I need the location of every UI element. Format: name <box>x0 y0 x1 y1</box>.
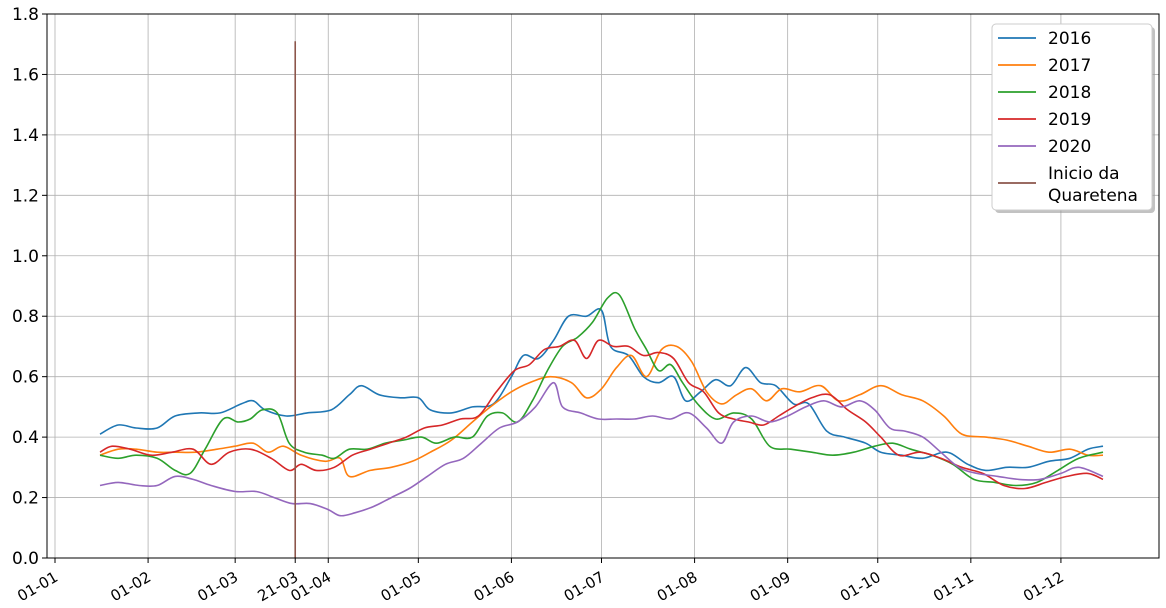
y-tick-label: 0.8 <box>12 307 39 327</box>
series-line-2020 <box>99 381 1104 517</box>
x-tick-label: 01-12 <box>1020 568 1067 605</box>
x-tick-label: 01-06 <box>471 568 518 605</box>
y-tick-label: 1.4 <box>12 126 39 146</box>
x-tick-label: 01-03 <box>194 568 241 605</box>
x-tick-label: 01-11 <box>930 568 977 605</box>
legend-label-2018: 2018 <box>1048 83 1091 103</box>
y-tick-label: 0.4 <box>12 428 39 448</box>
legend-label-quarantine: Inicio da <box>1048 164 1120 184</box>
y-tick-label: 1.0 <box>12 247 39 267</box>
x-tick-label: 01-09 <box>747 568 794 605</box>
y-tick-label: 0.6 <box>12 368 39 388</box>
x-tick-label: 01-01 <box>14 568 61 605</box>
legend-label-2019: 2019 <box>1048 110 1091 130</box>
plot-frame <box>46 13 1160 559</box>
y-tick-label: 1.2 <box>12 186 39 206</box>
y-tick-label: 1.8 <box>12 5 39 25</box>
y-tick-label: 0.2 <box>12 489 39 509</box>
x-tick-label: 01-08 <box>654 568 701 605</box>
series-line-2016 <box>99 308 1104 472</box>
x-tick-label: 01-05 <box>378 568 425 605</box>
legend-box <box>991 23 1153 211</box>
legend-label-2020: 2020 <box>1048 137 1091 157</box>
y-tick-label: 1.6 <box>12 65 39 85</box>
legend-label-2016: 2016 <box>1048 29 1091 49</box>
x-tick-label: 01-07 <box>561 568 608 605</box>
series-line-2017 <box>99 344 1104 478</box>
legend-label-quarantine: Quaretena <box>1048 186 1138 206</box>
series-lines <box>99 291 1104 517</box>
y-tick-label: 0.0 <box>12 549 39 569</box>
x-tick-label: 01-10 <box>837 568 884 605</box>
x-tick-label: 01-02 <box>107 568 154 605</box>
series-line-2019 <box>99 339 1104 490</box>
y-axis-ticks: 0.0 0.2 0.4 0.6 0.8 1.0 1.2 1.4 1.6 1.8 <box>12 5 47 569</box>
legend-label-2017: 2017 <box>1048 56 1091 76</box>
